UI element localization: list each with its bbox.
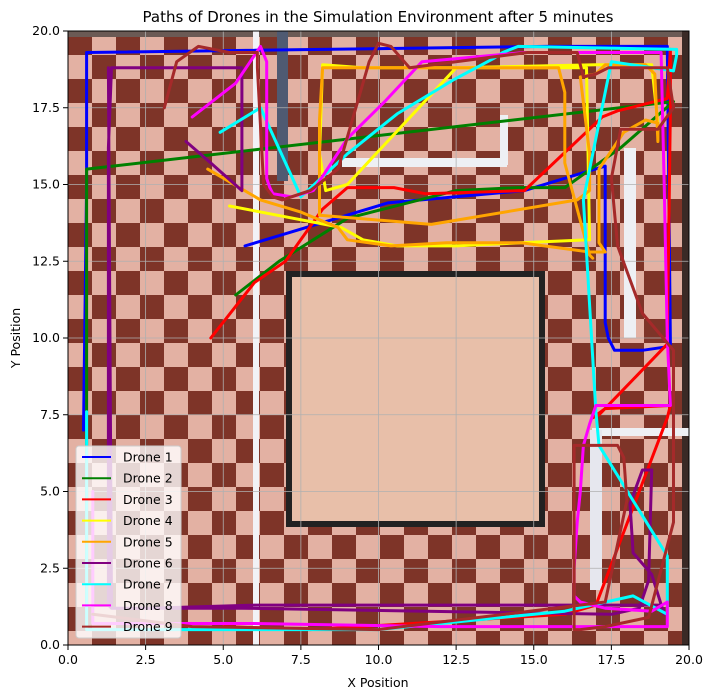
grey-wall-top-vertical [277,31,288,181]
series-line-drone-2 [85,100,675,616]
y-axis-label: Y Position [8,308,23,369]
white-wall-right-vertical [624,148,636,338]
legend-label: Drone 1 [123,450,173,465]
y-tick-label: 7.5 [40,407,60,422]
y-tick-label: 12.5 [32,253,60,268]
legend-label: Drone 9 [123,619,173,634]
series-line-drone-5 [206,63,660,260]
y-tick-label: 10.0 [32,330,60,345]
x-axis-ticks: 0.0 2.5 5.0 7.5 10.0 12.5 15.0 17.5 20.0 [58,645,703,667]
series-line-drone-9 [91,41,675,632]
x-tick-label: 0.0 [58,652,78,667]
series-lines [82,41,679,632]
chart-title: Paths of Drones in the Simulation Enviro… [143,8,614,26]
legend-label: Drone 4 [123,513,173,528]
x-tick-label: 17.5 [597,652,625,667]
y-tick-label: 5.0 [40,484,60,499]
y-tick-label: 17.5 [32,100,60,115]
y-axis-ticks: 0.0 2.5 5.0 7.5 10.0 12.5 15.0 17.5 20.0 [32,23,68,652]
legend-label: Drone 5 [123,534,173,549]
legend-label: Drone 6 [123,556,173,571]
x-tick-label: 10.0 [365,652,393,667]
x-tick-label: 12.5 [442,652,470,667]
series-line-drone-3 [209,47,672,632]
white-wall-upper-horizontal [342,158,507,167]
x-tick-label: 7.5 [291,652,311,667]
white-wall-lower-horizontal [592,428,689,436]
legend-label: Drone 3 [123,492,173,507]
wooden-center-square [286,271,545,527]
legend-label: Drone 2 [123,471,173,486]
x-tick-label: 20.0 [675,652,703,667]
white-wall-lower-vertical [590,430,602,590]
white-wall-upper-stub [500,115,508,165]
legend-label: Drone 7 [123,577,173,592]
y-tick-label: 2.5 [40,560,60,575]
legend-box [75,445,182,639]
y-tick-label: 15.0 [32,177,60,192]
x-axis-label: X Position [347,675,408,690]
series-line-drone-6 [106,66,666,616]
legend-label: Drone 8 [123,598,173,613]
x-tick-label: 15.0 [520,652,548,667]
legend: Drone 1 Drone 2 Drone 3 Drone 4 Drone 5 Drone… [75,445,182,639]
y-tick-label: 20.0 [32,23,60,38]
x-tick-label: 2.5 [136,652,156,667]
y-tick-label: 0.0 [40,637,60,652]
series-line-drone-8 [91,44,672,629]
x-tick-label: 5.0 [213,652,233,667]
